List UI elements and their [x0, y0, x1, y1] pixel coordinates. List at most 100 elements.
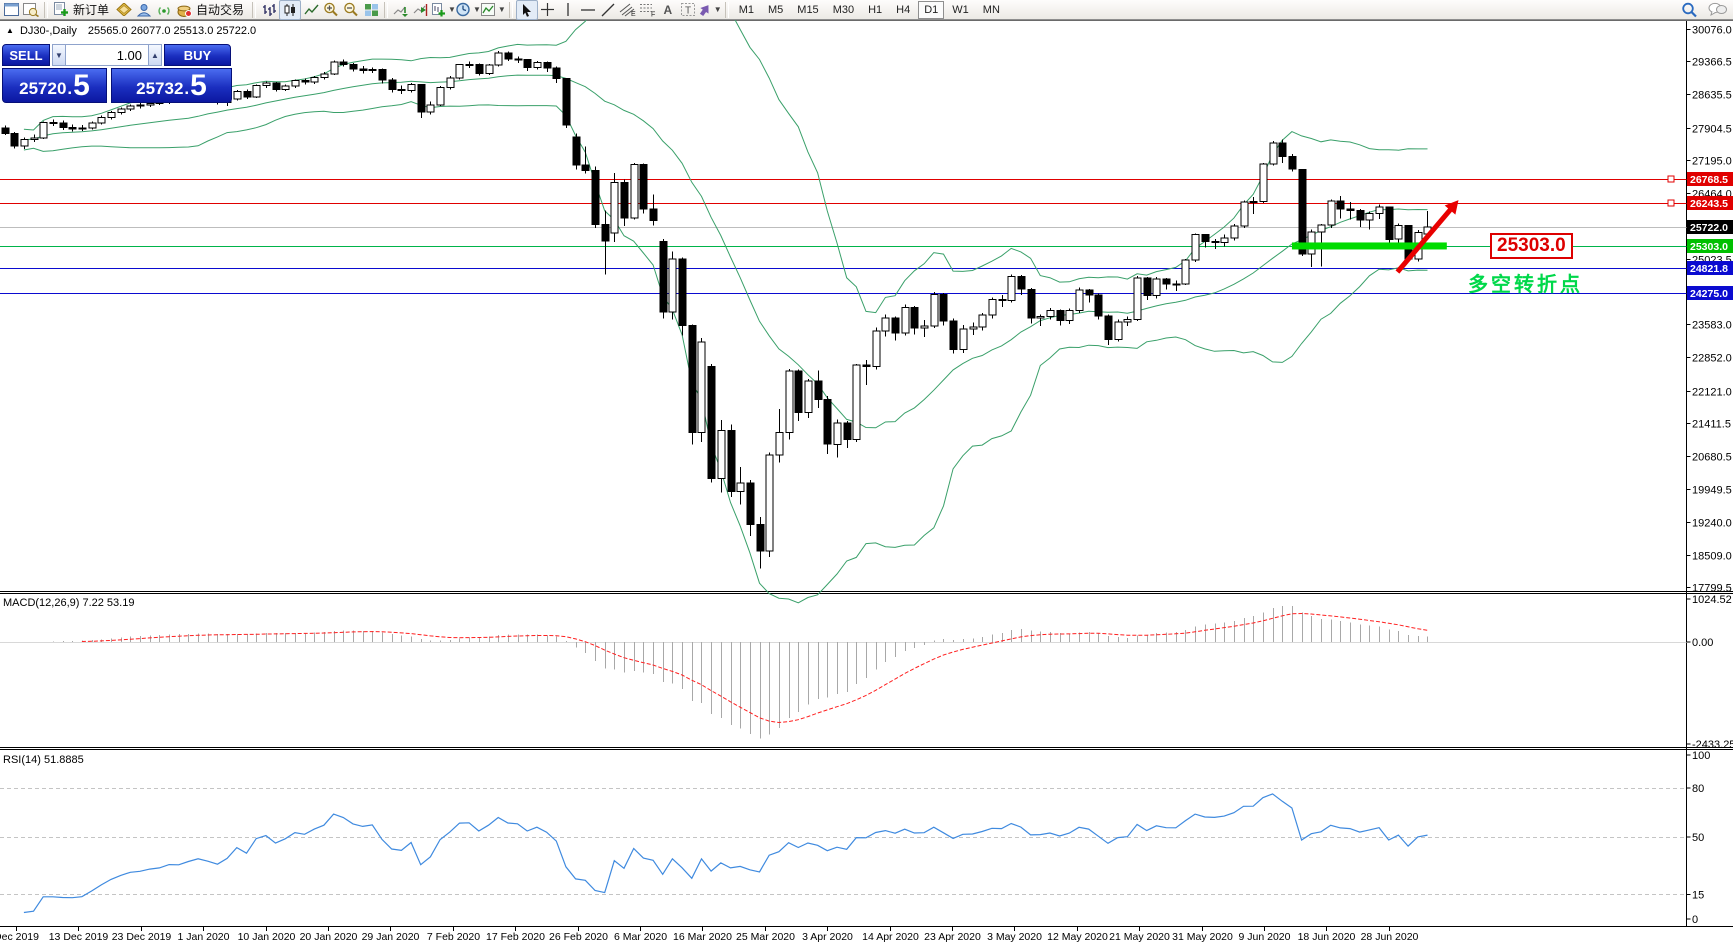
timeframe-MN[interactable]: MN	[982, 3, 1000, 16]
window-icon[interactable]	[1, 1, 21, 19]
toolbar-separator	[44, 1, 48, 18]
axis-price-badge	[1687, 220, 1733, 234]
sell-button[interactable]: SELL	[2, 44, 50, 66]
crosshair-icon[interactable]	[538, 1, 558, 19]
svg-text:25722.0: 25722.0	[1690, 222, 1728, 234]
svg-text:17799.5: 17799.5	[1692, 583, 1732, 595]
buy-button[interactable]: BUY	[164, 44, 231, 66]
new-chart-icon[interactable]: ▼	[431, 1, 456, 19]
sell-price[interactable]: 25720. 5	[2, 68, 107, 103]
new-order-button[interactable]: 新订单	[73, 3, 110, 17]
bollinger-bands	[23, 0, 1428, 604]
tile-windows-icon[interactable]	[361, 1, 381, 19]
svg-text:23 Apr 2020: 23 Apr 2020	[924, 931, 981, 943]
trend-arrow[interactable]	[1395, 200, 1459, 274]
autotrading-button[interactable]: 自动交易	[196, 3, 245, 17]
dropdown-caret[interactable]: ▼	[713, 5, 722, 14]
auto-scroll-icon[interactable]	[391, 1, 411, 19]
trendline-tool-icon[interactable]	[598, 1, 618, 19]
cursor-icon[interactable]	[515, 0, 538, 20]
data-window-icon[interactable]	[21, 1, 41, 19]
buy-price[interactable]: 25732. 5	[111, 68, 232, 103]
support-highlight-segment[interactable]	[1291, 242, 1447, 250]
new-order-icon[interactable]	[51, 1, 71, 19]
svg-text:26243.5: 26243.5	[1690, 198, 1728, 210]
svg-text:26 Feb 2020: 26 Feb 2020	[549, 931, 608, 943]
buy-price-main: 25732	[136, 79, 184, 98]
timeframe-H1[interactable]: H1	[868, 3, 883, 16]
svg-text:19240.0: 19240.0	[1692, 518, 1732, 530]
timeframe-M15[interactable]: M15	[797, 3, 819, 16]
timeframe-H4[interactable]: H4	[896, 3, 911, 16]
zoom-in-icon[interactable]	[321, 1, 341, 19]
text-label-tool-icon[interactable]: T	[678, 1, 698, 19]
svg-text:17 Feb 2020: 17 Feb 2020	[486, 931, 545, 943]
chart-shift-icon[interactable]	[411, 1, 431, 19]
svg-text:31 May 2020: 31 May 2020	[1172, 931, 1233, 943]
svg-text:27195.0: 27195.0	[1692, 156, 1732, 168]
price-callout-label[interactable]: 25303.0	[1490, 233, 1573, 259]
svg-text:23583.0: 23583.0	[1692, 320, 1732, 332]
svg-text:19949.5: 19949.5	[1692, 485, 1732, 497]
svg-text:25303.0: 25303.0	[1690, 241, 1728, 253]
chart-ohlc-values: 25565.0 26077.0 25513.0 25722.0	[87, 25, 257, 37]
line-chart-icon[interactable]	[301, 1, 321, 19]
svg-text:-2433.25: -2433.25	[1692, 739, 1733, 751]
svg-text:1 Jan 2020: 1 Jan 2020	[178, 931, 230, 943]
horizontal-line-tool-icon[interactable]	[578, 1, 598, 19]
volume-input[interactable]	[66, 44, 148, 66]
svg-text:21 May 2020: 21 May 2020	[1109, 931, 1170, 943]
volume-decrease-button[interactable]: ▼	[52, 44, 66, 66]
market-icon[interactable]	[114, 1, 134, 19]
svg-text:22852.0: 22852.0	[1692, 353, 1732, 365]
vertical-line-tool-icon[interactable]	[558, 1, 578, 19]
sell-price-pips: 5	[73, 69, 90, 102]
text-tool-icon[interactable]: A	[663, 2, 673, 17]
period-clock-icon[interactable]: ▼	[456, 1, 481, 19]
svg-text:29366.5: 29366.5	[1692, 57, 1732, 69]
svg-text:0.00: 0.00	[1692, 637, 1713, 649]
autotrading-icon[interactable]	[174, 1, 194, 19]
signals-icon[interactable]	[154, 1, 174, 19]
bar-chart-icon[interactable]	[259, 1, 279, 19]
toolbar-separator	[508, 1, 513, 18]
svg-text:100: 100	[1692, 750, 1710, 762]
hline-handle[interactable]	[1667, 175, 1675, 183]
dropdown-caret[interactable]: ▼	[497, 5, 506, 14]
buy-price-pips: 5	[190, 69, 207, 102]
timeframe-D1[interactable]: D1	[918, 0, 945, 19]
community-icon[interactable]	[134, 1, 154, 19]
candlestick-icon[interactable]	[279, 0, 302, 20]
arrows-tool-icon[interactable]: ▼	[698, 1, 722, 19]
svg-text:3 Apr 2020: 3 Apr 2020	[802, 931, 853, 943]
timeframe-M30[interactable]: M30	[832, 3, 855, 16]
volume-increase-button[interactable]: ▲	[148, 44, 162, 66]
zoom-out-icon[interactable]	[341, 1, 361, 19]
timeframe-W1[interactable]: W1	[952, 3, 969, 16]
chart-symbol-period: DJ30-,Daily	[19, 25, 77, 37]
chat-icon[interactable]	[1707, 1, 1727, 19]
timeframe-M5[interactable]: M5	[768, 3, 784, 16]
svg-text:20 Jan 2020: 20 Jan 2020	[300, 931, 358, 943]
template-icon[interactable]: ▼	[480, 1, 506, 19]
toolbar-separator	[252, 1, 257, 18]
fibonacci-tool-icon[interactable]: F	[638, 1, 658, 19]
turning-point-annotation[interactable]: 多空转折点	[1468, 274, 1583, 296]
channel-tool-icon[interactable]: E	[618, 1, 638, 19]
dropdown-caret[interactable]: ▼	[448, 5, 456, 14]
toolbar-separator	[724, 1, 729, 18]
symbol-triangle-icon: ▲	[6, 26, 14, 35]
label-t: T	[685, 6, 691, 17]
svg-text:13 Dec 2019: 13 Dec 2019	[49, 931, 109, 943]
hline-handle[interactable]	[1667, 199, 1675, 207]
one-click-trade-panel: SELL ▼ ▲ BUY 25720.5 25732.5	[2, 44, 234, 103]
dropdown-caret[interactable]: ▼	[472, 5, 481, 14]
search-icon[interactable]	[1679, 1, 1699, 19]
axis-price-badge	[1687, 261, 1733, 275]
toolbar-separator	[384, 1, 389, 18]
timeframe-M1[interactable]: M1	[738, 3, 754, 16]
macd-indicator-label: MACD(12,26,9) 7.22 53.19	[3, 597, 135, 609]
svg-text:3 May 2020: 3 May 2020	[987, 931, 1042, 943]
